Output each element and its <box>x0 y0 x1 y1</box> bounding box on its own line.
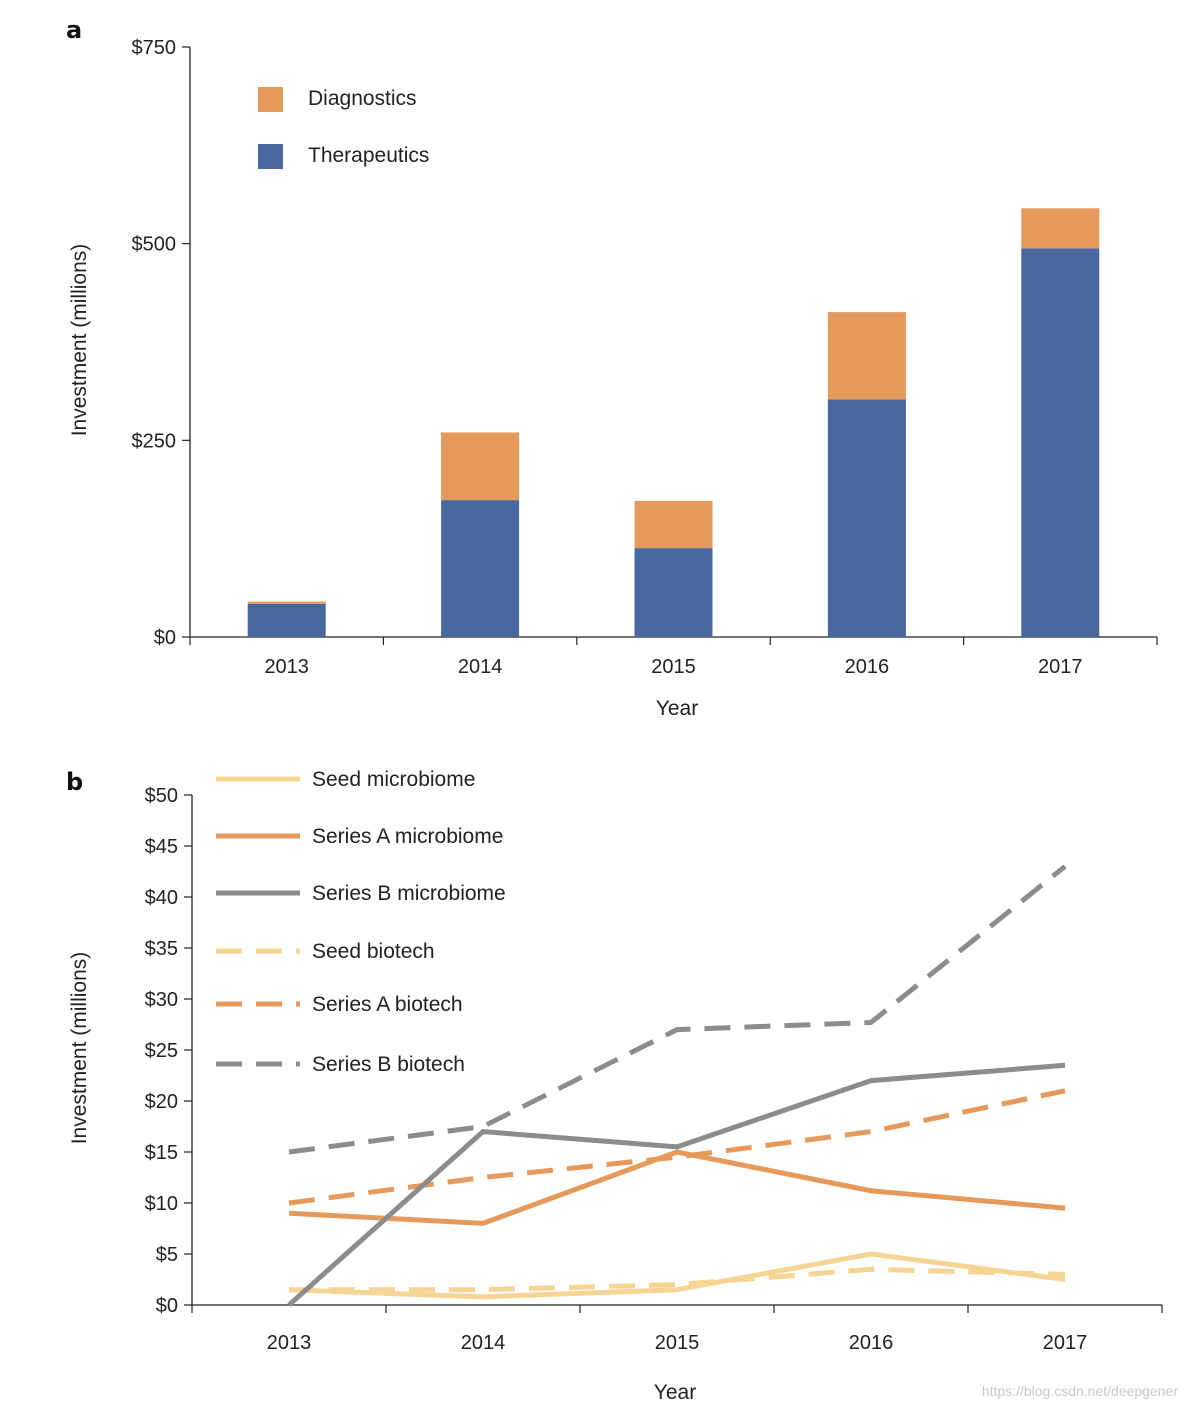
bar-diagnostics-2016 <box>827 312 906 400</box>
line-chart-y-tick-label: $10 <box>145 1193 178 1215</box>
series-line-seed-biotech <box>289 1266 1066 1293</box>
series-line-series-a-biotech <box>288 1088 1066 1206</box>
line-chart-x-tick-label: 2016 <box>849 1332 894 1354</box>
watermark: https://blog.csdn.net/deepgener <box>982 1383 1178 1399</box>
bar-diagnostics-2013 <box>247 601 326 604</box>
legend-label-series-b-biotech: Series B biotech <box>312 1053 465 1076</box>
series-line-series-a-microbiome <box>288 1149 1066 1226</box>
legend-label-seed-microbiome: Seed microbiome <box>312 768 475 791</box>
legend-swatch-diagnostics <box>258 87 283 112</box>
line-chart-y-tick-label: $15 <box>145 1142 178 1164</box>
bar-chart-x-tick-label: 2013 <box>264 656 309 678</box>
panel-a-label: a <box>66 16 82 44</box>
bar-chart-y-axis-title: Investment (millions) <box>68 244 91 437</box>
line-chart-y-tick-label: $25 <box>145 1040 178 1062</box>
line-chart-y-tick-label: $0 <box>156 1295 178 1317</box>
bar-chart-y-tick-label: $500 <box>132 234 177 256</box>
bar-chart-x-tick-label: 2016 <box>845 656 890 678</box>
line-chart-axes: $0 $5 $10 $15 $20 $25 $30 $35 $40 $45 $50 2013 2014 2… <box>145 785 1163 1354</box>
line-chart-y-tick-label: $45 <box>145 836 178 858</box>
bar-chart-x-tick-label: 2017 <box>1038 656 1083 678</box>
bar-therapeutics-2017 <box>1021 248 1100 638</box>
investment-bar-chart: $0 $250 $500 $750 2013 2014 2015 2016 2017 Diagn… <box>68 37 1158 720</box>
legend-label-therapeutics: Therapeutics <box>308 144 429 167</box>
bar-chart-legend: Diagnostics Therapeutics <box>258 87 429 169</box>
bar-diagnostics-2015 <box>634 500 713 549</box>
line-chart-x-tick-label: 2015 <box>655 1332 700 1354</box>
legend-swatch-therapeutics <box>258 144 283 169</box>
legend-label-series-b-microbiome: Series B microbiome <box>312 882 506 905</box>
line-chart-y-tick-label: $40 <box>145 887 178 909</box>
bar-therapeutics-2014 <box>441 500 520 637</box>
line-chart-x-tick-label: 2013 <box>267 1332 312 1354</box>
bar-diagnostics-2014 <box>441 432 520 501</box>
bar-therapeutics-2015 <box>634 548 713 637</box>
series-line-series-b-biotech <box>288 864 1067 1155</box>
bar-therapeutics-2016 <box>827 399 906 637</box>
panel-b-label: b <box>66 768 83 796</box>
bar-chart-bars <box>247 208 1100 638</box>
bar-chart-x-tick-label: 2014 <box>458 656 503 678</box>
bar-chart-axes: $0 $250 $500 $750 2013 2014 2015 2016 2017 <box>132 37 1158 678</box>
bar-chart-y-tick-label: $250 <box>132 430 177 452</box>
line-chart-series <box>287 864 1067 1307</box>
line-chart-y-tick-label: $5 <box>156 1244 178 1266</box>
bar-diagnostics-2017 <box>1021 208 1100 249</box>
legend-label-diagnostics: Diagnostics <box>308 87 417 110</box>
line-chart-y-tick-label: $30 <box>145 989 178 1011</box>
line-chart-x-tick-label: 2017 <box>1043 1332 1088 1354</box>
line-chart-legend: Seed microbiome Series A microbiome Series… <box>216 768 506 1076</box>
legend-label-series-a-microbiome: Series A microbiome <box>312 825 503 848</box>
line-chart-x-axis-title: Year <box>654 1381 696 1404</box>
line-chart-y-tick-label: $50 <box>145 785 178 807</box>
legend-label-seed-biotech: Seed biotech <box>312 940 435 963</box>
line-chart-y-tick-label: $35 <box>145 938 178 960</box>
bar-chart-x-axis-title: Year <box>656 697 698 720</box>
line-chart-x-tick-label: 2014 <box>461 1332 506 1354</box>
series-line-seed-microbiome <box>288 1251 1066 1300</box>
legend-label-series-a-biotech: Series A biotech <box>312 993 463 1016</box>
bar-chart-x-tick-label: 2015 <box>651 656 696 678</box>
line-chart-y-tick-label: $20 <box>145 1091 178 1113</box>
bar-chart-y-tick-label: $0 <box>154 627 176 649</box>
bar-chart-y-tick-label: $750 <box>132 37 177 59</box>
line-chart-y-axis-title: Investment (millions) <box>68 952 91 1145</box>
series-line-series-b-microbiome <box>287 1062 1066 1307</box>
investment-line-chart: $0 $5 $10 $15 $20 $25 $30 $35 $40 $45 $50 2013 2014 2… <box>68 768 1163 1404</box>
bar-therapeutics-2013 <box>247 603 326 637</box>
